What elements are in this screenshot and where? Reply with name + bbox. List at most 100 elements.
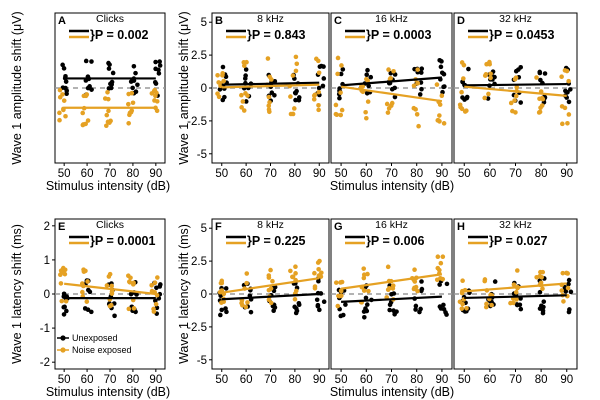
exposed-point <box>316 102 321 108</box>
unexposed-point <box>387 307 392 313</box>
unexposed-point <box>223 74 229 80</box>
panel-title: 8 kHz <box>257 219 284 231</box>
unexposed-point <box>62 304 67 310</box>
exposed-point <box>131 280 136 286</box>
exposed-point <box>414 112 420 117</box>
unexposed-point <box>337 86 342 91</box>
unexposed-point <box>517 302 523 308</box>
exposed-point <box>316 107 321 113</box>
exposed-point <box>565 120 570 126</box>
exposed-point <box>266 107 272 112</box>
exposed-point <box>268 286 274 291</box>
exposed-point <box>435 265 441 271</box>
x-tick-label: 60 <box>483 374 496 386</box>
exposed-point <box>266 94 272 100</box>
exposed-point <box>266 297 272 302</box>
exposed-point <box>412 267 417 273</box>
unexposed-point <box>418 70 424 75</box>
exposed-point <box>333 111 339 117</box>
exposed-point <box>339 107 345 113</box>
unexposed-point <box>437 304 443 309</box>
exposed-point <box>128 275 133 281</box>
unexposed-point <box>518 306 524 312</box>
x-tick-label: 80 <box>410 374 423 386</box>
p-value-label: }P = 0.027 <box>489 234 548 248</box>
exposed-point <box>513 93 519 99</box>
exposed-point <box>482 95 487 101</box>
unexposed-point <box>444 281 450 287</box>
panel-title: Clicks <box>96 13 124 25</box>
y-tick-label: 0 <box>44 289 50 301</box>
x-tick-label: 90 <box>436 374 449 386</box>
panel-letter: A <box>58 15 66 27</box>
unexposed-point <box>243 99 249 104</box>
unexposed-point <box>156 71 162 76</box>
panel-title: 32 kHz <box>499 219 532 231</box>
exposed-point <box>293 264 298 270</box>
unexposed-point <box>83 58 89 64</box>
exposed-point <box>460 301 465 307</box>
x-tick-label: 50 <box>335 374 348 386</box>
unexposed-fit-line <box>341 295 442 303</box>
p-value-label: }P = 0.002 <box>90 28 149 42</box>
exposed-point <box>244 271 250 276</box>
exposed-point <box>129 90 135 96</box>
unexposed-point <box>64 308 69 314</box>
x-tick-label: 90 <box>149 374 162 386</box>
panel-B: 50 60 70 80 90 -5 -2.5 0 2.5 5 B 8 kHz}P = 0.843 <box>187 12 330 180</box>
p-value-label: }P = 0.225 <box>247 234 306 248</box>
exposed-point <box>63 113 68 119</box>
exposed-point <box>267 100 272 105</box>
x-tick-label: 60 <box>81 168 94 180</box>
exposed-point <box>57 87 63 93</box>
exposed-point <box>386 106 392 111</box>
exposed-point <box>566 78 571 84</box>
exposed-point <box>265 56 271 61</box>
unexposed-point <box>392 85 398 91</box>
unexposed-point <box>318 291 324 296</box>
exposed-point <box>338 280 343 285</box>
x-tick-label: 70 <box>509 168 522 180</box>
exposed-point <box>218 83 223 89</box>
x-tick-label: 60 <box>360 374 373 386</box>
exposed-point <box>126 306 132 312</box>
exposed-fit-line <box>464 85 567 97</box>
exposed-point <box>57 94 63 100</box>
unexposed-point <box>540 310 546 316</box>
unexposed-point <box>133 309 138 315</box>
panel-E: 50 60 70 80 90 -2 -1 0 1 2 E Clicks}P = 0.0001 <box>40 218 166 386</box>
unexposed-point <box>565 90 570 95</box>
exposed-point <box>149 282 154 288</box>
exposed-point <box>108 302 114 308</box>
unexposed-point <box>413 307 418 312</box>
x-tick-label: 60 <box>240 374 253 386</box>
exposed-point <box>483 72 489 77</box>
xlabel-top-left: Stimulus intensity (dB) <box>46 179 170 193</box>
y-tick-label: 2 <box>44 221 50 233</box>
unexposed-point <box>133 70 138 76</box>
x-tick-label: 70 <box>104 168 117 180</box>
exposed-point <box>413 284 419 290</box>
exposed-point <box>385 264 391 270</box>
unexposed-point <box>243 73 248 78</box>
exposed-point <box>411 83 417 89</box>
ylabel-amplitude-right: Wave 1 amplitude shift (μV) <box>177 11 191 164</box>
exposed-point <box>244 280 249 286</box>
unexposed-point <box>567 307 572 312</box>
exposed-point <box>561 299 566 304</box>
exposed-point <box>365 99 371 104</box>
exposed-point <box>312 284 318 289</box>
exposed-point <box>513 110 518 115</box>
y-tick-label: 2.5 <box>191 256 207 268</box>
exposed-point <box>365 78 370 84</box>
exposed-point <box>514 84 520 90</box>
exposed-point <box>335 71 340 77</box>
unexposed-point <box>392 94 398 100</box>
unexposed-point <box>219 307 225 313</box>
p-value-label: }P = 0.0001 <box>90 234 156 248</box>
exposed-point <box>240 99 246 104</box>
unexposed-point <box>364 72 370 78</box>
unexposed-point <box>224 309 229 315</box>
y-tick-label: -5 <box>197 149 207 161</box>
exposed-point <box>80 289 85 295</box>
